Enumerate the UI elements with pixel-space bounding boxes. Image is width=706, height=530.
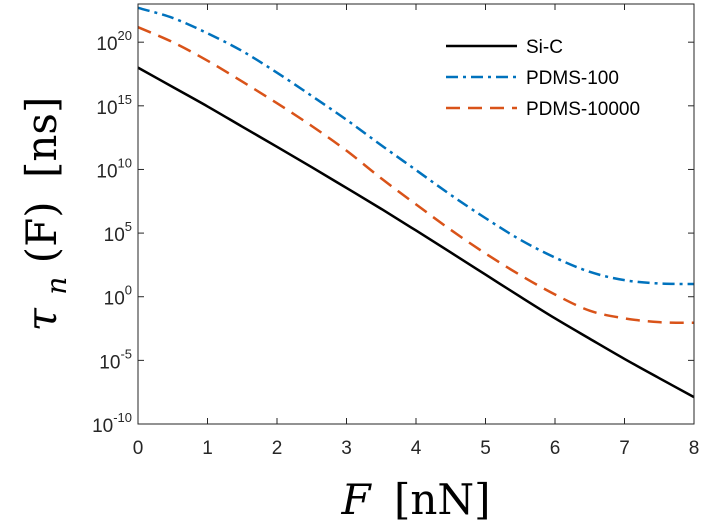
y-tick-label: 10-10 <box>92 410 132 437</box>
x-axis-units: [nN] <box>394 475 491 524</box>
y-tick-label: 10-5 <box>99 346 132 373</box>
x-axis-title: F [nN] <box>340 475 490 524</box>
y-axis-units: [ns] <box>17 97 66 178</box>
x-tick-label: 8 <box>689 438 700 459</box>
x-tick-label: 4 <box>411 438 422 459</box>
series-line-2 <box>137 26 695 325</box>
y-tick-label: 100 <box>104 283 132 310</box>
x-tick-label: 7 <box>619 438 630 459</box>
y-axis-var: τ <box>17 307 66 331</box>
ticks-layer: 0 1 2 3 4 5 6 7 8 10-10 10-5 100 105 1010 1015 1020 <box>92 4 699 459</box>
y-axis-title: τ n (F) [ns] <box>17 97 76 332</box>
y-axis-sub: n <box>40 277 73 295</box>
legend: Si-C PDMS-100 PDMS-10000 <box>446 37 640 120</box>
plot-area <box>138 4 694 424</box>
legend-label: PDMS-10000 <box>526 99 640 120</box>
series-line-0 <box>137 66 695 399</box>
legend-label: PDMS-100 <box>526 68 619 89</box>
y-tick-label: 1020 <box>96 28 132 55</box>
legend-label: Si-C <box>526 37 563 58</box>
series-layer <box>137 6 695 399</box>
x-tick-label: 5 <box>480 438 491 459</box>
y-tick-label: 1010 <box>96 155 132 182</box>
x-tick-label: 0 <box>133 438 144 459</box>
x-tick-label: 3 <box>341 438 352 459</box>
y-axis-arg: (F) <box>17 201 66 263</box>
x-tick-label: 1 <box>202 438 213 459</box>
y-tick-label: 1015 <box>96 92 132 119</box>
series-line-1 <box>137 6 695 286</box>
x-tick-label: 6 <box>550 438 561 459</box>
x-tick-label: 2 <box>272 438 283 459</box>
y-tick-label: 105 <box>104 219 132 246</box>
x-axis-var: F <box>340 475 372 524</box>
